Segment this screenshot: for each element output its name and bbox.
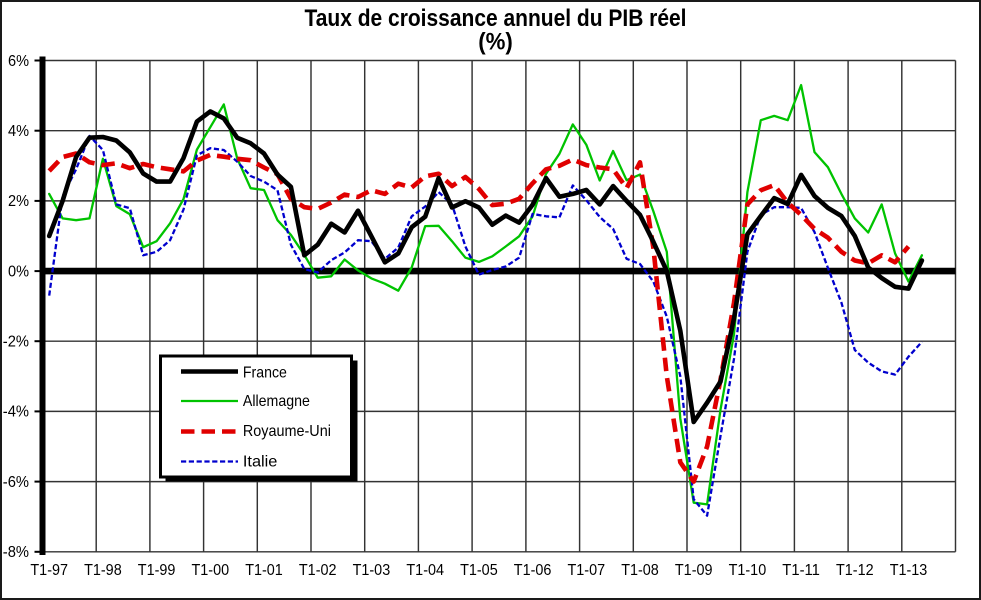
svg-text:2%: 2%: [8, 193, 29, 210]
svg-text:(%): (%): [478, 29, 513, 56]
svg-text:Allemagne: Allemagne: [243, 393, 310, 410]
svg-text:France: France: [243, 364, 287, 381]
svg-text:-8%: -8%: [3, 544, 29, 561]
svg-text:T1-12: T1-12: [836, 562, 874, 579]
svg-text:T1-05: T1-05: [460, 562, 498, 579]
svg-text:T1-10: T1-10: [729, 562, 767, 579]
svg-text:T1-01: T1-01: [245, 562, 283, 579]
svg-text:T1-97: T1-97: [30, 562, 68, 579]
svg-text:T1-07: T1-07: [568, 562, 606, 579]
svg-text:4%: 4%: [8, 123, 29, 140]
svg-text:Royaume-Uni: Royaume-Uni: [243, 423, 331, 440]
svg-text:T1-08: T1-08: [621, 562, 659, 579]
svg-text:T1-04: T1-04: [406, 562, 444, 579]
svg-text:T1-03: T1-03: [353, 562, 391, 579]
svg-text:T1-06: T1-06: [514, 562, 552, 579]
svg-text:T1-99: T1-99: [138, 562, 176, 579]
svg-text:T1-11: T1-11: [782, 562, 820, 579]
svg-text:T1-09: T1-09: [675, 562, 713, 579]
svg-text:-4%: -4%: [3, 404, 29, 421]
svg-text:0%: 0%: [8, 263, 29, 280]
svg-text:-2%: -2%: [3, 334, 29, 351]
svg-text:T1-00: T1-00: [192, 562, 230, 579]
svg-text:6%: 6%: [8, 53, 29, 70]
svg-text:T1-13: T1-13: [890, 562, 928, 579]
svg-text:Taux de croissance annuel du P: Taux de croissance annuel du PIB réel: [305, 5, 687, 32]
svg-text:Italie: Italie: [243, 453, 278, 470]
svg-text:T1-02: T1-02: [299, 562, 337, 579]
svg-text:T1-98: T1-98: [84, 562, 122, 579]
svg-text:-6%: -6%: [3, 474, 29, 491]
